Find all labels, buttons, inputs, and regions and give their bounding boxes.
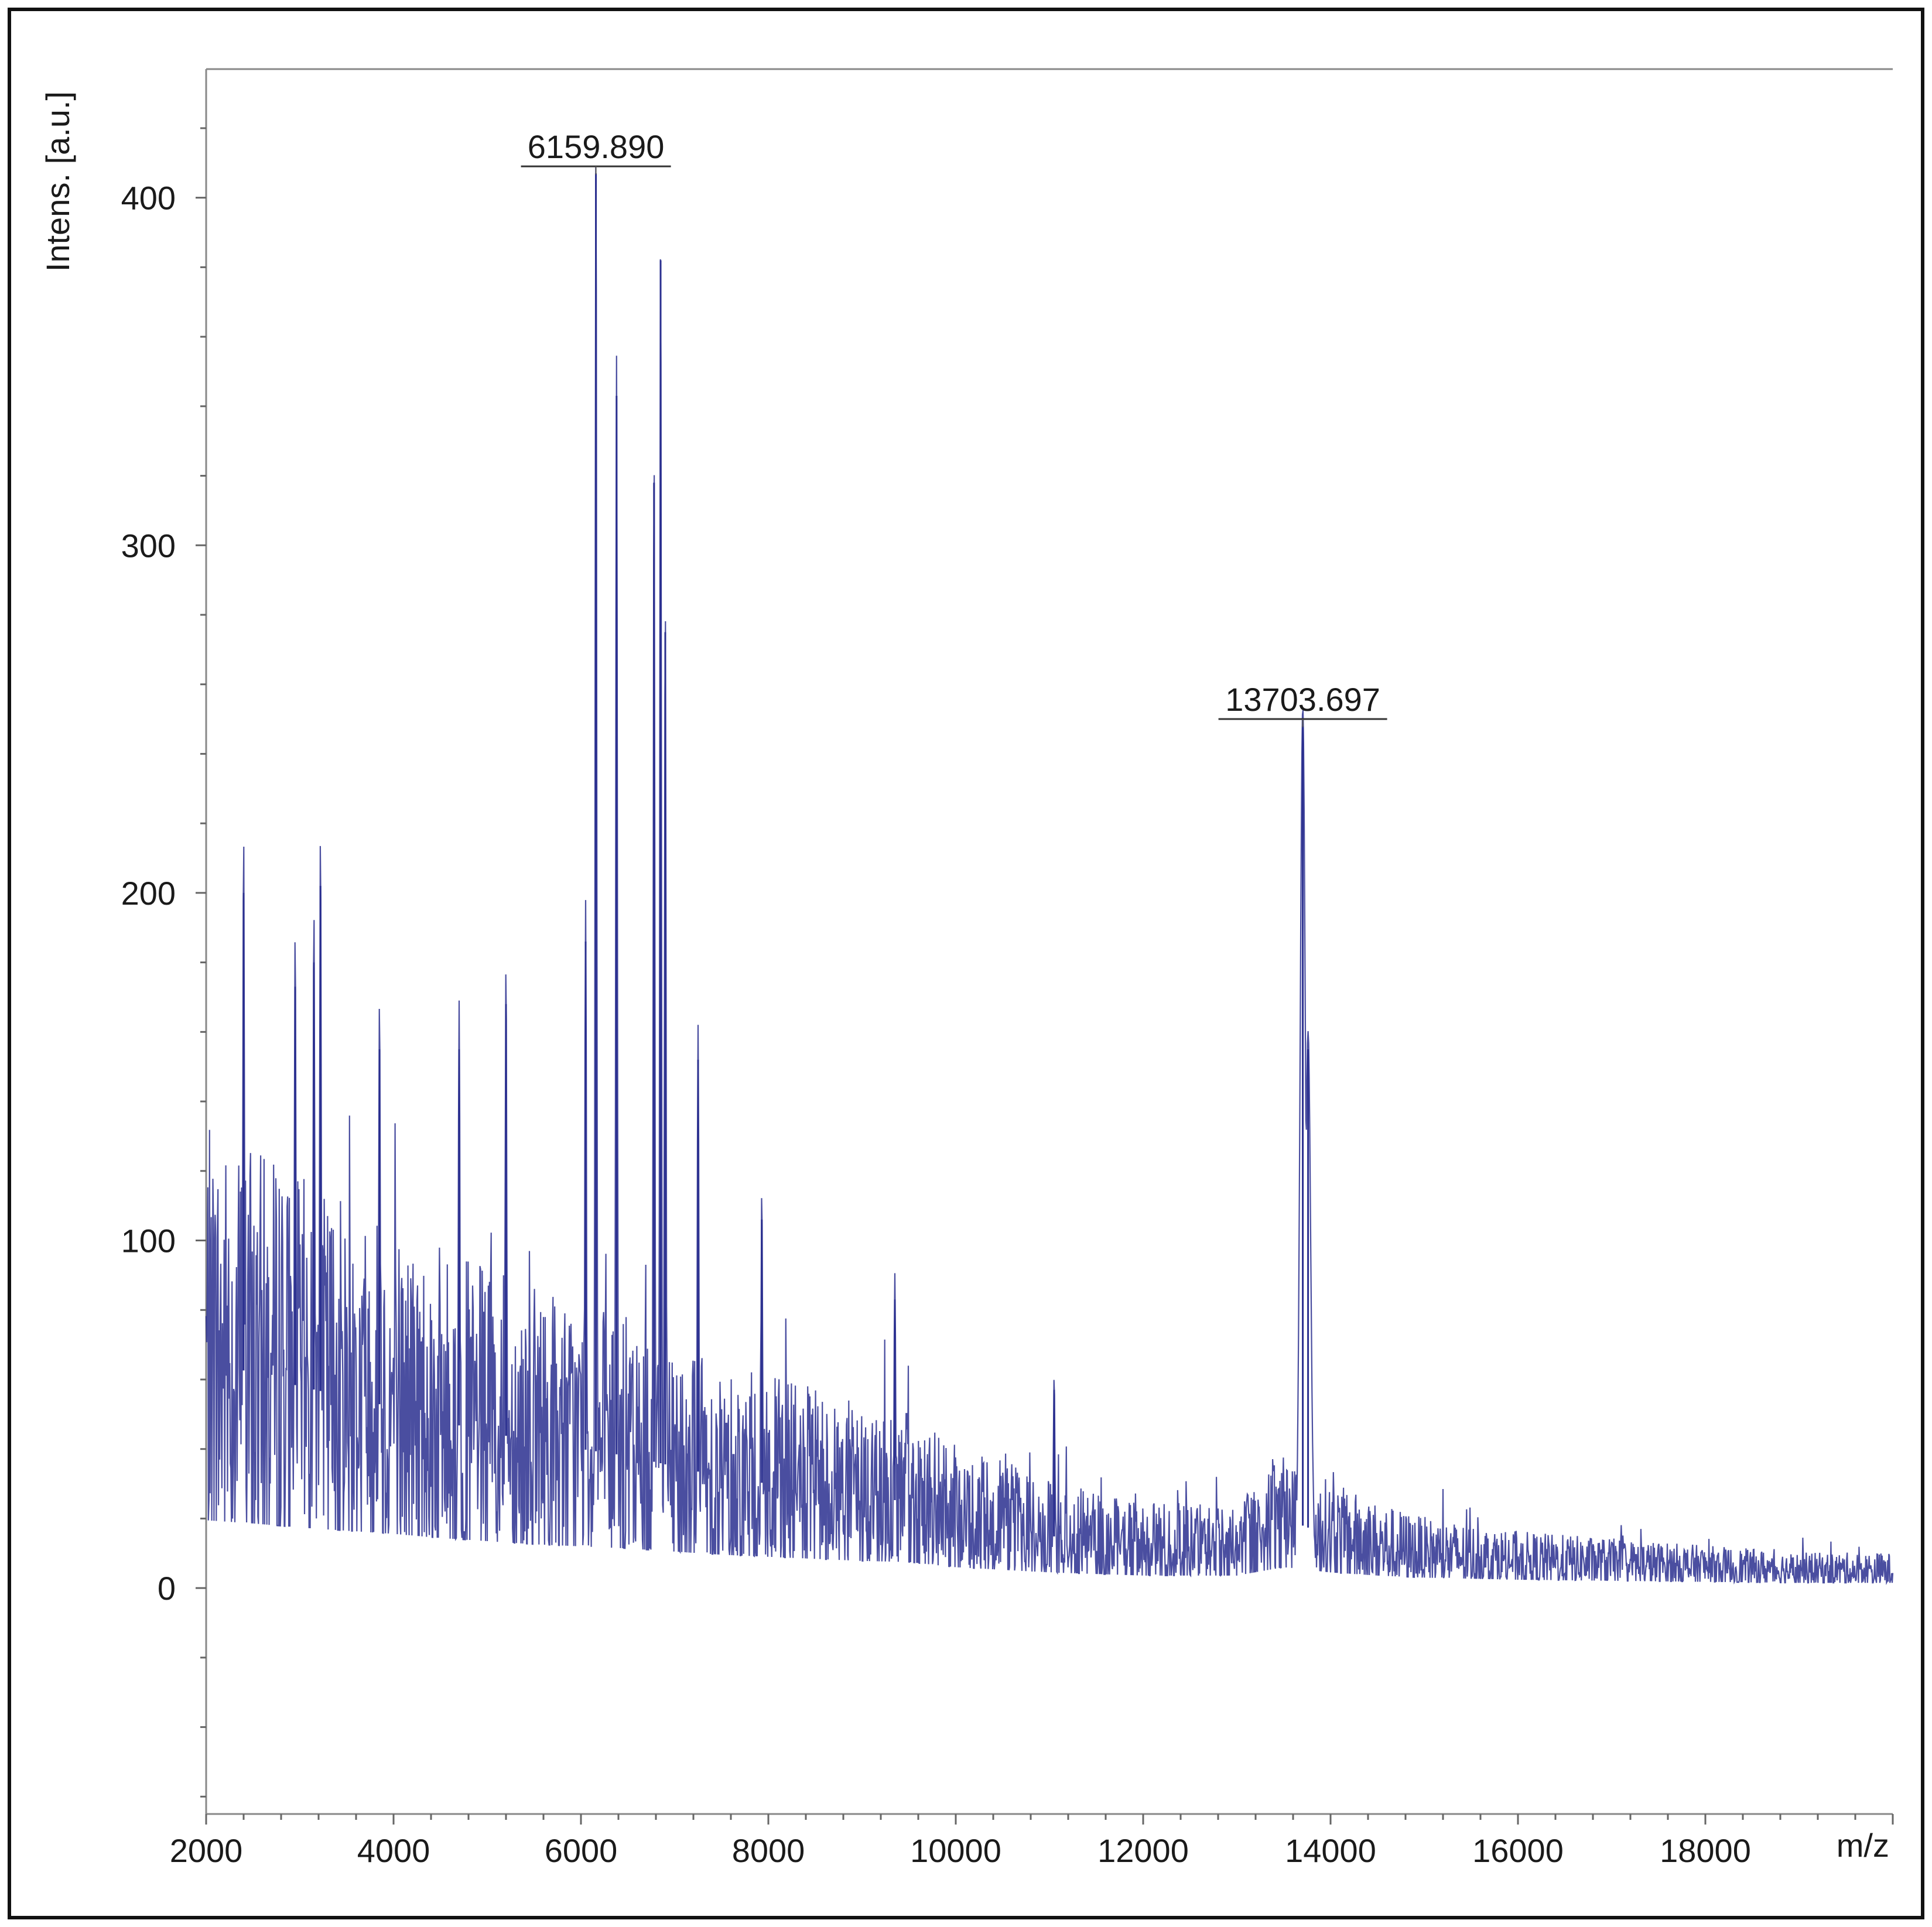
x-tick-label: 18000 xyxy=(1660,1832,1751,1869)
x-tick-label: 4000 xyxy=(357,1832,430,1869)
x-axis: 2000 4000 6000 8000 10000 12000 14000 16000 1800… xyxy=(170,1814,1894,1869)
x-tick-label: 10000 xyxy=(910,1832,1001,1869)
x-tick-label: 2000 xyxy=(170,1832,243,1869)
y-axis-title: Intens. [a.u.] xyxy=(39,91,76,272)
y-tick-label: 100 xyxy=(121,1223,176,1259)
spectrum-trace xyxy=(205,167,1894,1586)
y-tick-label: 300 xyxy=(121,527,176,564)
y-tick-label: 0 xyxy=(158,1570,176,1607)
x-tick-label: 6000 xyxy=(545,1832,618,1869)
x-tick-label: 16000 xyxy=(1472,1832,1564,1869)
x-tick-label: 14000 xyxy=(1285,1832,1376,1869)
y-tick-label: 400 xyxy=(121,180,176,217)
chart-border xyxy=(8,8,1924,1919)
x-axis-title: m/z xyxy=(1837,1827,1889,1864)
x-tick-label: 12000 xyxy=(1097,1832,1189,1869)
spectrum-line xyxy=(205,167,1894,1586)
peak-annotations: 6159.890 13703.697 xyxy=(521,128,1387,727)
y-tick-label: 200 xyxy=(121,875,176,912)
plot-area xyxy=(205,68,1893,1815)
y-axis: 0 100 200 300 400 xyxy=(121,127,206,1798)
x-tick-label: 8000 xyxy=(732,1832,805,1869)
peak-label: 6159.890 xyxy=(528,128,665,165)
peak-label: 13703.697 xyxy=(1225,681,1380,718)
